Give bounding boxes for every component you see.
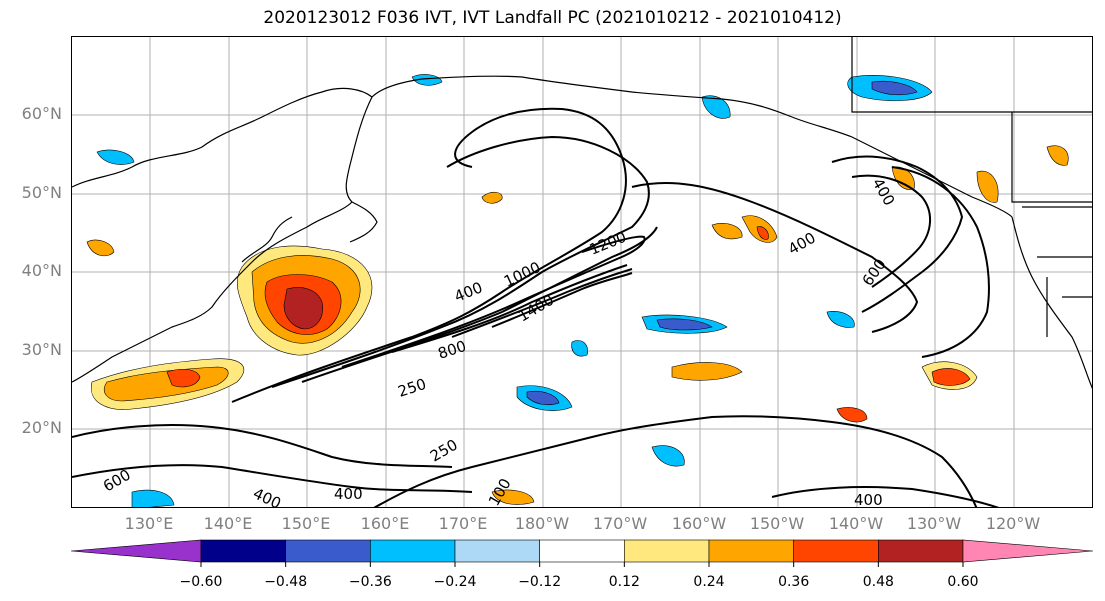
lon-label: 130°E [124, 514, 174, 533]
lon-label: 160°E [360, 514, 410, 533]
contour-label: 1200 [587, 228, 629, 259]
contour-1000 [391, 264, 628, 353]
lon-label: 170°E [438, 514, 488, 533]
colorbar-tick-label: 0.48 [862, 574, 894, 590]
contour-400 [301, 226, 658, 383]
lon-label: 130°W [906, 514, 962, 533]
map-title: 2020123012 F036 IVT, IVT Landfall PC (20… [263, 8, 842, 28]
colorbar-tick-label: −0.24 [433, 574, 477, 590]
coastlines [72, 37, 1092, 389]
lat-label: 50°N [21, 183, 62, 202]
contour-label-group: 400 1000 1200 1400 800 250 250 400 400 4… [100, 175, 898, 508]
colorbar-tick-label: −0.12 [518, 574, 562, 590]
lon-label: 150°E [281, 514, 331, 533]
lat-label: 40°N [21, 261, 62, 280]
colorbar-tick-label: −0.60 [179, 574, 223, 590]
lon-label: 120°W [985, 514, 1041, 533]
colorbar-tick-label: 0.60 [947, 574, 979, 590]
colorbar-segment [878, 539, 964, 563]
colorbar-tick-label: −0.36 [348, 574, 392, 590]
contour-label: 400 [452, 278, 485, 305]
lon-label: 180°W [514, 514, 570, 533]
colorbar-segment [70, 539, 202, 563]
colorbar-tick-label: 0.12 [608, 574, 640, 590]
contour-label: 250 [427, 436, 461, 466]
colorbar-segment [793, 539, 879, 563]
contour-400-outer [271, 135, 650, 388]
contour-label: 400 [785, 229, 819, 259]
lon-label: 170°W [592, 514, 648, 533]
colorbar-segment [370, 539, 456, 563]
colorbar-segment [539, 539, 625, 563]
lat-label: 20°N [21, 418, 62, 437]
colorbar-segment [200, 539, 286, 563]
colorbar [70, 539, 1094, 567]
lat-label: 60°N [21, 104, 62, 123]
contour-800 [341, 235, 646, 368]
contour-1200 [451, 268, 633, 338]
lon-label: 140°E [203, 514, 253, 533]
contour-label: 600 [859, 256, 890, 290]
contour-label: 250 [396, 375, 429, 401]
map-canvas: 400 1000 1200 1400 800 250 250 400 400 4… [72, 37, 1092, 508]
contour-label: 400 [250, 484, 284, 508]
map-panel: 400 1000 1200 1400 800 250 250 400 400 4… [71, 36, 1093, 508]
contour-label: 400 [854, 491, 883, 508]
colorbar-tick-label: −0.48 [264, 574, 308, 590]
colorbar-segment [962, 539, 1094, 563]
contour-label: 600 [100, 466, 134, 496]
ivt-contours [72, 107, 1000, 507]
contour-1400 [491, 272, 633, 328]
colorbar-segment [454, 539, 540, 563]
pc-shading [86, 74, 1069, 507]
colorbar-segment [708, 539, 794, 563]
lat-label: 30°N [21, 340, 62, 359]
lon-label: 160°W [671, 514, 727, 533]
colorbar-segment [285, 539, 371, 563]
lon-label: 140°W [828, 514, 884, 533]
colorbar-tick-label: 0.24 [693, 574, 725, 590]
lon-label: 150°W [749, 514, 805, 533]
contour-250 [231, 107, 627, 403]
contour-label: 400 [334, 485, 363, 503]
colorbar-tick-label: 0.36 [778, 574, 810, 590]
colorbar-segment [624, 539, 710, 563]
